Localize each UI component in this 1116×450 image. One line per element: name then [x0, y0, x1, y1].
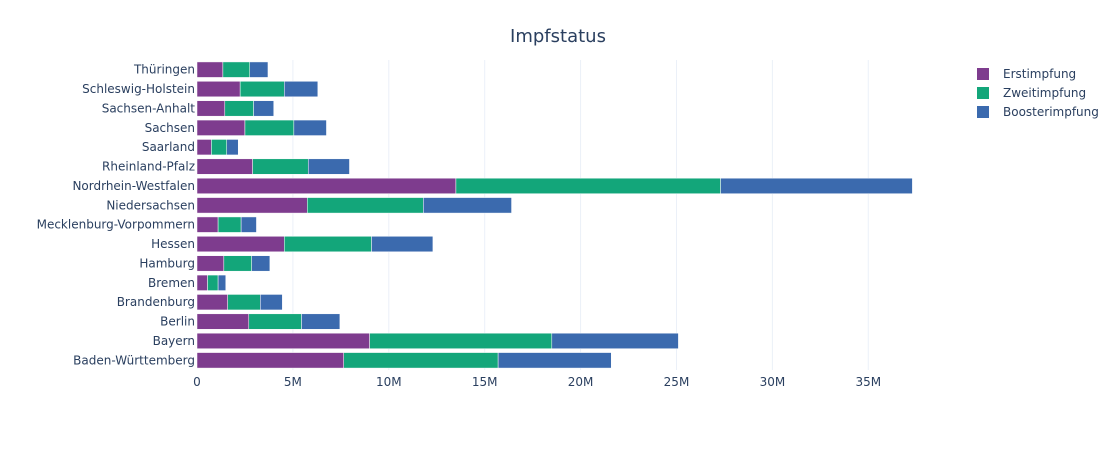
bar-zweitimpfung-bremen — [207, 274, 219, 291]
bar-erstimpfung-nordrhein-westfalen — [196, 177, 457, 194]
bar-erstimpfung-sachsen-anhalt — [196, 100, 226, 117]
x-tick-label: 10M — [376, 375, 402, 389]
y-tick-label: Berlin — [160, 315, 195, 329]
bar-boosterimpfung-brandenburg — [260, 294, 283, 311]
legend-swatch — [977, 68, 989, 80]
bar-zweitimpfung-rheinland-pfalz — [252, 158, 309, 175]
y-tick-label: Bayern — [153, 334, 195, 348]
bar-erstimpfung-bayern — [196, 332, 370, 349]
bar-zweitimpfung-baden-württemberg — [343, 352, 499, 369]
y-tick-label: Saarland — [142, 140, 195, 154]
x-tick-label: 30M — [760, 375, 786, 389]
legend-swatch — [977, 87, 989, 99]
legend-label: Boosterimpfung — [1003, 105, 1099, 119]
y-tick-label: Hessen — [151, 237, 195, 251]
bar-zweitimpfung-hessen — [284, 236, 372, 253]
bar-zweitimpfung-mecklenburg-vorpommern — [217, 216, 242, 233]
bar-zweitimpfung-bayern — [369, 332, 553, 349]
bar-zweitimpfung-niedersachsen — [307, 197, 424, 214]
bars-layer — [196, 61, 913, 369]
y-tick-label: Thüringen — [133, 63, 195, 77]
chart-title: Impfstatus — [510, 26, 606, 47]
y-tick-label: Mecklenburg-Vorpommern — [37, 218, 195, 232]
x-tick-label: 35M — [855, 375, 881, 389]
bar-zweitimpfung-saarland — [211, 139, 227, 156]
bar-boosterimpfung-saarland — [226, 139, 239, 156]
legend-item-erstimpfung[interactable]: Erstimpfung — [977, 67, 1076, 81]
x-tick-label: 0 — [193, 375, 201, 389]
bar-zweitimpfung-sachsen-anhalt — [224, 100, 254, 117]
y-tick-label: Rheinland-Pfalz — [102, 160, 195, 174]
legend-item-zweitimpfung[interactable]: Zweitimpfung — [977, 86, 1086, 100]
x-axis: 0 5M 10M 15M 20M 25M 30M 35M — [193, 375, 881, 389]
bar-boosterimpfung-berlin — [301, 313, 341, 330]
y-tick-label: Baden-Württemberg — [73, 353, 195, 367]
bar-erstimpfung-berlin — [196, 313, 250, 330]
bar-erstimpfung-saarland — [196, 139, 212, 156]
bar-erstimpfung-baden-württemberg — [196, 352, 344, 369]
bar-erstimpfung-sachsen — [196, 119, 246, 136]
y-axis: Baden-Württemberg Bayern Berlin Brandenburg… — [37, 63, 196, 368]
bar-zweitimpfung-sachsen — [244, 119, 295, 136]
legend-swatch — [977, 106, 989, 118]
y-tick-label: Nordrhein-Westfalen — [72, 179, 195, 193]
bar-boosterimpfung-rheinland-pfalz — [307, 158, 350, 175]
y-tick-label: Hamburg — [139, 256, 195, 270]
bar-erstimpfung-mecklenburg-vorpommern — [196, 216, 219, 233]
bar-erstimpfung-schleswig-holstein — [196, 81, 241, 98]
bar-boosterimpfung-hamburg — [251, 255, 271, 272]
y-tick-label: Brandenburg — [117, 295, 195, 309]
bar-boosterimpfung-sachsen-anhalt — [253, 100, 274, 117]
y-tick-label: Sachsen — [145, 121, 195, 135]
x-tick-label: 5M — [284, 375, 302, 389]
bar-zweitimpfung-nordrhein-westfalen — [455, 177, 721, 194]
bar-boosterimpfung-baden-württemberg — [497, 352, 612, 369]
legend[interactable]: Erstimpfung Zweitimpfung Boosterimpfung — [977, 67, 1099, 119]
bar-erstimpfung-thüringen — [196, 61, 224, 78]
bar-boosterimpfung-nordrhein-westfalen — [720, 177, 913, 194]
bar-zweitimpfung-thüringen — [222, 61, 250, 78]
bar-erstimpfung-bremen — [196, 274, 208, 291]
bar-boosterimpfung-sachsen — [293, 119, 327, 136]
y-tick-label: Schleswig-Holstein — [82, 82, 195, 96]
x-tick-label: 20M — [568, 375, 594, 389]
bar-zweitimpfung-brandenburg — [227, 294, 261, 311]
y-tick-label: Sachsen-Anhalt — [102, 101, 196, 115]
bar-boosterimpfung-hessen — [371, 236, 434, 253]
bar-zweitimpfung-hamburg — [223, 255, 252, 272]
legend-label: Erstimpfung — [1003, 67, 1076, 81]
bar-erstimpfung-brandenburg — [196, 294, 228, 311]
bar-boosterimpfung-thüringen — [249, 61, 269, 78]
grid-layer — [292, 60, 869, 370]
x-tick-label: 15M — [472, 375, 498, 389]
bar-boosterimpfung-niedersachsen — [423, 197, 512, 214]
bar-erstimpfung-rheinland-pfalz — [196, 158, 253, 175]
bar-boosterimpfung-schleswig-holstein — [284, 81, 319, 98]
y-tick-label: Niedersachsen — [106, 198, 195, 212]
legend-item-boosterimpfung[interactable]: Boosterimpfung — [977, 105, 1099, 119]
bar-erstimpfung-hessen — [196, 236, 285, 253]
bar-boosterimpfung-bayern — [551, 332, 679, 349]
legend-label: Zweitimpfung — [1003, 86, 1086, 100]
x-tick-label: 25M — [664, 375, 690, 389]
y-tick-label: Bremen — [148, 276, 195, 290]
bar-erstimpfung-niedersachsen — [196, 197, 308, 214]
bar-erstimpfung-hamburg — [196, 255, 225, 272]
bar-boosterimpfung-mecklenburg-vorpommern — [240, 216, 257, 233]
bar-boosterimpfung-bremen — [217, 274, 227, 291]
bar-zweitimpfung-berlin — [248, 313, 302, 330]
bar-zweitimpfung-schleswig-holstein — [239, 81, 285, 98]
